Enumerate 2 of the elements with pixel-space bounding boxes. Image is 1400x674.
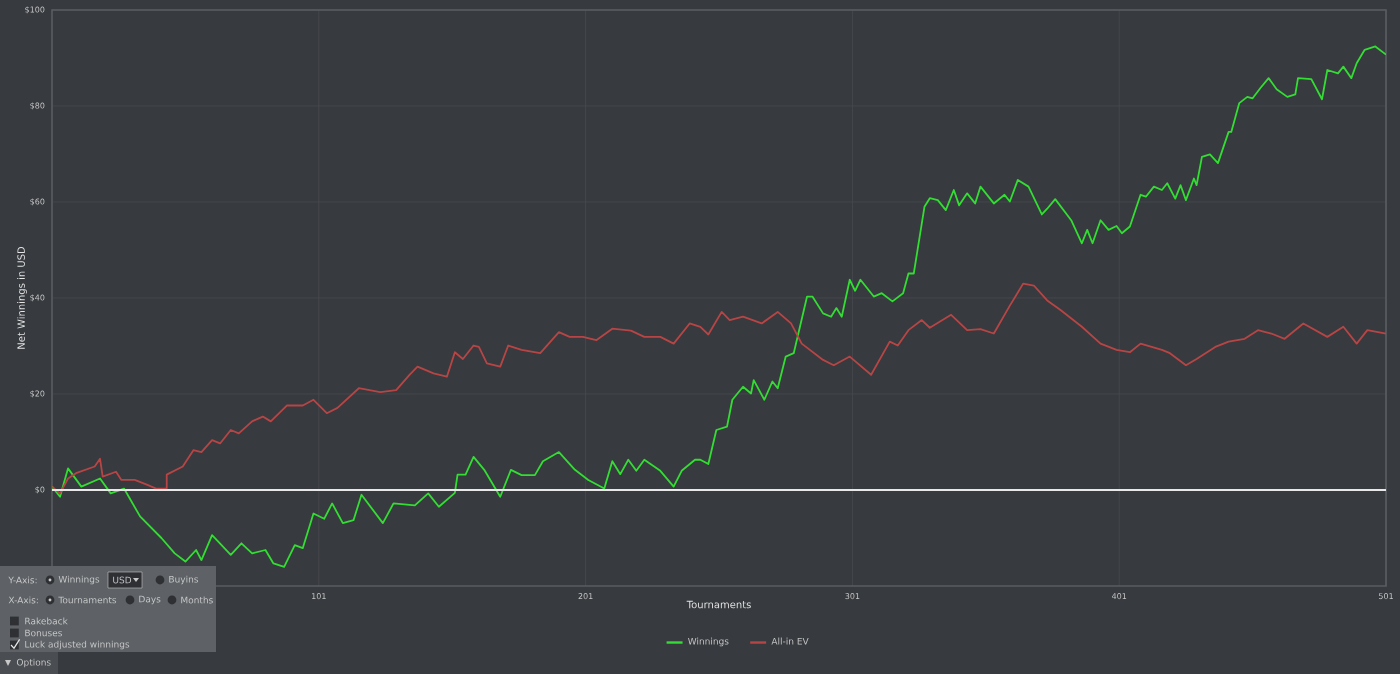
line-series — [52, 282, 1387, 495]
line-series — [52, 45, 1387, 568]
